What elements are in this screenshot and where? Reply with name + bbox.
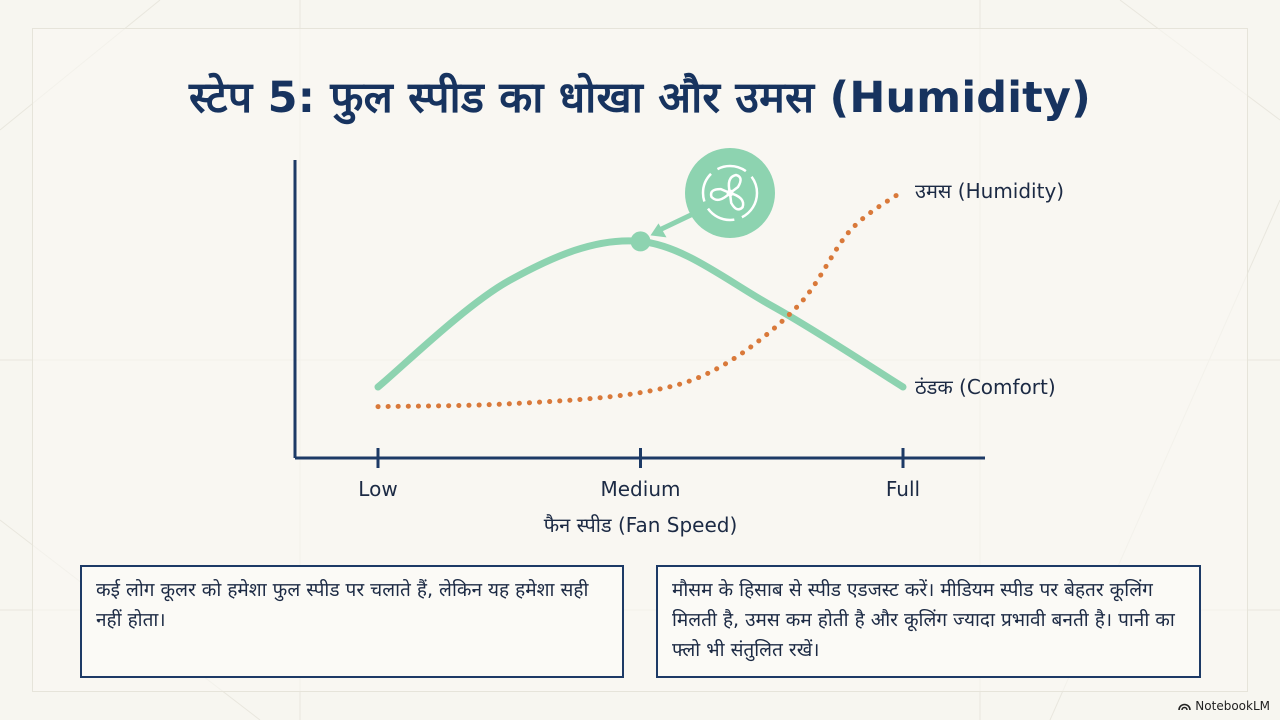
brand-badge: NotebookLM [1178,699,1270,713]
slide-title: स्टेप 5: फुल स्पीड का धोखा और उमस (Humid… [188,73,1092,123]
x-tick-label: Medium [601,477,681,501]
x-axis-label: फैन स्पीड (Fan Speed) [544,513,738,537]
fan-blade [728,191,745,211]
humidity-series-label: उमस (Humidity) [915,179,1064,203]
peak-point [630,231,651,252]
humidity-series-line [375,188,906,410]
fan-blade [727,173,742,196]
x-tick-label: Low [358,477,397,501]
fan-blade [709,187,733,202]
pointer-arrowhead [650,223,667,238]
notebooklm-logo-icon [1178,703,1192,710]
brand-name: NotebookLM [1195,699,1270,713]
pointer-arrow [654,211,696,234]
fan-icon [685,148,775,238]
note-left: कई लोग कूलर को हमेशा फुल स्पीड पर चलाते … [80,565,624,678]
fan-ring [701,164,759,222]
fan-hub [726,189,734,197]
x-tick-label: Full [886,477,920,501]
note-right: मौसम के हिसाब से स्पीड एडजस्ट करें। मीडि… [656,565,1201,678]
comfort-series-label: ठंडक (Comfort) [915,375,1056,399]
comfort-series-line [374,237,907,391]
